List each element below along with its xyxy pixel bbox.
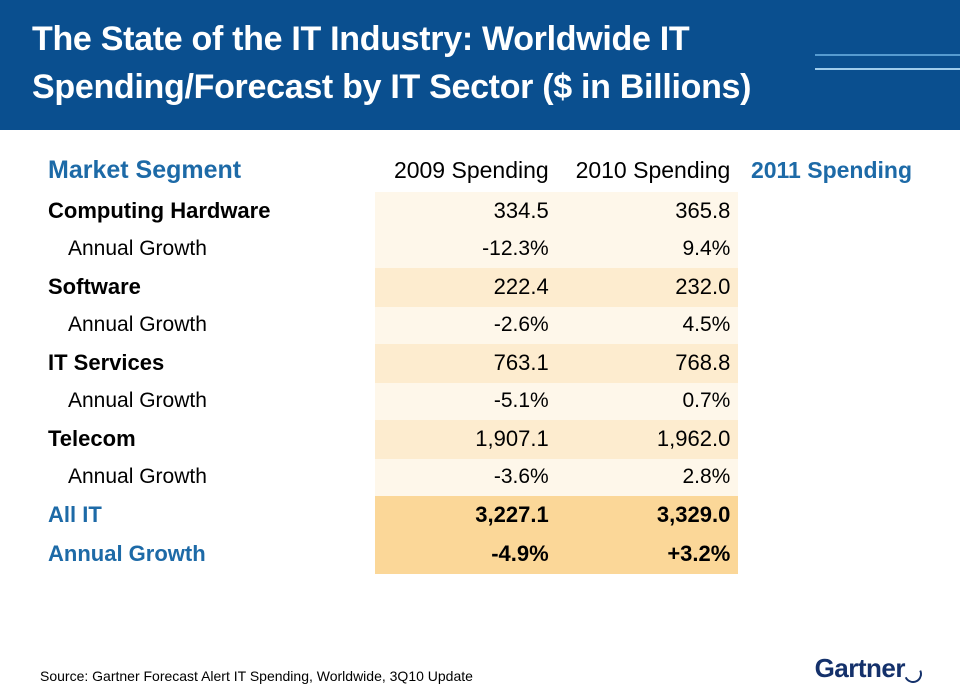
title-line-1: The State of the IT Industry: Worldwide … xyxy=(32,20,689,58)
logo-text: Gartner xyxy=(815,653,905,684)
cell-2009: 3,227.1 xyxy=(375,496,557,535)
cell-2009: -12.3% xyxy=(375,231,557,268)
logo-swirl-icon xyxy=(904,665,920,681)
cell-2009: 1,907.1 xyxy=(375,420,557,459)
row-label: Software xyxy=(40,268,375,307)
title-line-2: Spending/Forecast by IT Sector ($ in Bil… xyxy=(32,68,751,106)
row-label: Computing Hardware xyxy=(40,192,375,231)
row-label: Annual Growth xyxy=(40,231,375,268)
cell-2009: 222.4 xyxy=(375,268,557,307)
table-row: Annual Growth-5.1%0.7% xyxy=(40,383,920,420)
cell-2010: 0.7% xyxy=(557,383,739,420)
cell-2011 xyxy=(738,344,920,383)
table-header-row: Market Segment 2009 Spending 2010 Spendi… xyxy=(40,150,920,192)
cell-2011 xyxy=(738,420,920,459)
cell-2010: 9.4% xyxy=(557,231,739,268)
cell-2011 xyxy=(738,535,920,574)
cell-2011 xyxy=(738,231,920,268)
table-row: Computing Hardware334.5365.8 xyxy=(40,192,920,231)
slide-footer: Source: Gartner Forecast Alert IT Spendi… xyxy=(40,653,920,684)
cell-2010: 4.5% xyxy=(557,307,739,344)
source-citation: Source: Gartner Forecast Alert IT Spendi… xyxy=(40,668,473,684)
header-decor-line-1 xyxy=(815,68,960,70)
cell-2011 xyxy=(738,192,920,231)
cell-2009: -5.1% xyxy=(375,383,557,420)
col-2011: 2011 Spending xyxy=(738,150,920,192)
cell-2009: -2.6% xyxy=(375,307,557,344)
cell-2010: 768.8 xyxy=(557,344,739,383)
row-label: Annual Growth xyxy=(40,459,375,496)
table-row: Annual Growth-3.6%2.8% xyxy=(40,459,920,496)
table-row: Annual Growth-2.6%4.5% xyxy=(40,307,920,344)
cell-2010: 1,962.0 xyxy=(557,420,739,459)
table-row: Software222.4232.0 xyxy=(40,268,920,307)
slide-header: The State of the IT Industry: Worldwide … xyxy=(0,0,960,130)
row-label: Annual Growth xyxy=(40,307,375,344)
cell-2009: 334.5 xyxy=(375,192,557,231)
header-decor-line-2 xyxy=(815,54,960,56)
cell-2009: -3.6% xyxy=(375,459,557,496)
spending-table: Market Segment 2009 Spending 2010 Spendi… xyxy=(40,150,920,574)
cell-2011 xyxy=(738,307,920,344)
row-label: Annual Growth xyxy=(40,535,375,574)
cell-2011 xyxy=(738,496,920,535)
cell-2010: +3.2% xyxy=(557,535,739,574)
table-row: All IT3,227.13,329.0 xyxy=(40,496,920,535)
row-label: Telecom xyxy=(40,420,375,459)
cell-2010: 3,329.0 xyxy=(557,496,739,535)
row-label: IT Services xyxy=(40,344,375,383)
col-2009: 2009 Spending xyxy=(375,150,557,192)
cell-2010: 232.0 xyxy=(557,268,739,307)
cell-2010: 2.8% xyxy=(557,459,739,496)
table-row: Annual Growth-12.3%9.4% xyxy=(40,231,920,268)
gartner-logo: Gartner xyxy=(815,653,920,684)
cell-2011 xyxy=(738,459,920,496)
table-body: Computing Hardware334.5365.8Annual Growt… xyxy=(40,192,920,574)
row-label: All IT xyxy=(40,496,375,535)
slide-title: The State of the IT Industry: Worldwide … xyxy=(32,16,928,111)
table-row: Telecom1,907.11,962.0 xyxy=(40,420,920,459)
row-label: Annual Growth xyxy=(40,383,375,420)
table-row: Annual Growth-4.9%+3.2% xyxy=(40,535,920,574)
col-segment: Market Segment xyxy=(40,150,375,192)
col-2010: 2010 Spending xyxy=(557,150,739,192)
cell-2011 xyxy=(738,383,920,420)
table-row: IT Services763.1768.8 xyxy=(40,344,920,383)
cell-2009: -4.9% xyxy=(375,535,557,574)
content-area: Market Segment 2009 Spending 2010 Spendi… xyxy=(0,130,960,574)
cell-2010: 365.8 xyxy=(557,192,739,231)
cell-2011 xyxy=(738,268,920,307)
cell-2009: 763.1 xyxy=(375,344,557,383)
